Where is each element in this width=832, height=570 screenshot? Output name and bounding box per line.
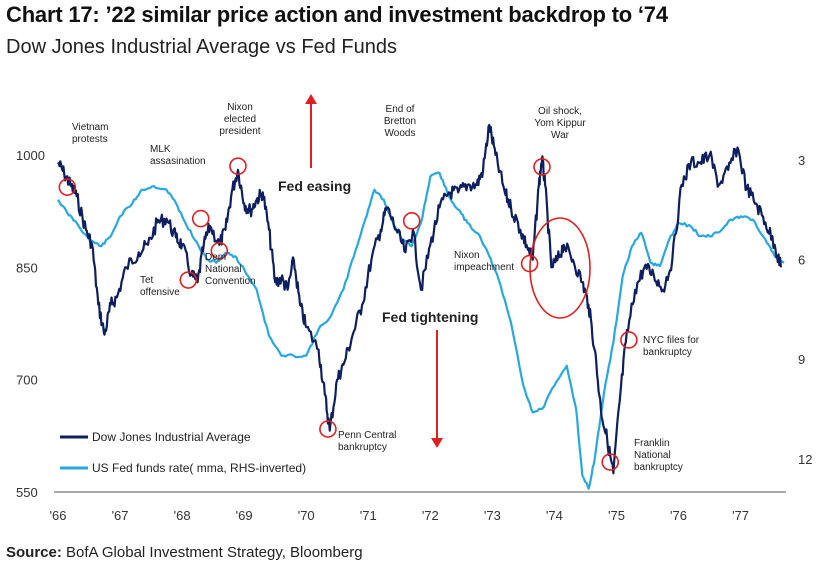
- legend-dow-label: Dow Jones Industrial Average: [92, 430, 251, 444]
- event-annotation-label: War: [551, 130, 570, 141]
- x-tick-label: '66: [50, 508, 67, 523]
- event-circle: [533, 158, 551, 176]
- event-annotation-label: elected: [224, 114, 256, 125]
- legend-fed-label: US Fed funds rate( mma, RHS-inverted): [92, 461, 306, 475]
- event-annotation-label: bankruptcy: [634, 462, 683, 473]
- event-annotation-label: End of: [386, 104, 415, 115]
- dow-jones-line: [57, 123, 782, 475]
- event-annotation-label: Yom Kippur: [534, 118, 586, 129]
- event-annotation-label: assasination: [150, 156, 206, 167]
- x-tick-label: '68: [174, 508, 191, 523]
- decline-ellipse: [529, 217, 591, 319]
- event-annotation-label: Bretton: [384, 116, 416, 127]
- event-annotation-label: Nixon: [454, 250, 480, 261]
- event-circle: [620, 331, 638, 349]
- x-tick-label: '69: [236, 508, 253, 523]
- fed-tightening-label: Fed tightening: [382, 309, 478, 325]
- event-annotation-label: Vietnam: [72, 122, 109, 133]
- y-right-tick-label: 3: [798, 153, 805, 168]
- tightening-arrow-head: [431, 438, 443, 448]
- x-tick-label: '72: [422, 508, 439, 523]
- x-tick-label: '77: [732, 508, 749, 523]
- event-annotation-label: impeachment: [454, 262, 514, 273]
- event-annotation-label: NYC files for: [643, 335, 700, 346]
- event-annotation-label: National: [205, 264, 242, 275]
- source-label: Source:: [6, 544, 62, 561]
- event-annotation-label: National: [634, 450, 671, 461]
- event-annotation-label: Franklin: [634, 438, 670, 449]
- y-left-tick-label: 850: [16, 260, 38, 275]
- y-left-tick-label: 1000: [16, 148, 45, 163]
- event-circle: [179, 271, 198, 289]
- event-annotation-label: bankruptcy: [338, 442, 387, 453]
- event-annotation-label: Nixon: [227, 102, 253, 113]
- event-circle: [210, 242, 229, 260]
- x-tick-label: '71: [360, 508, 377, 523]
- event-circle: [58, 178, 77, 196]
- y-right-tick-label: 9: [798, 352, 805, 367]
- source-note: Source: BofA Global Investment Strategy,…: [6, 544, 363, 561]
- event-circle: [402, 212, 421, 230]
- y-right-tick-label: 12: [798, 452, 812, 467]
- event-annotation-label: offensive: [140, 287, 180, 298]
- x-tick-label: '73: [484, 508, 501, 523]
- y-left-tick-label: 700: [16, 373, 38, 388]
- fed-easing-label: Fed easing: [278, 178, 351, 194]
- event-annotation-label: Tet: [140, 275, 154, 286]
- y-left-tick-label: 550: [16, 485, 38, 500]
- event-annotation-label: bankruptcy: [643, 347, 692, 358]
- event-circle: [229, 157, 247, 175]
- x-tick-label: '75: [608, 508, 625, 523]
- event-annotation-label: Penn Central: [338, 430, 396, 441]
- x-tick-label: '74: [546, 508, 563, 523]
- source-text: BofA Global Investment Strategy, Bloombe…: [66, 544, 363, 561]
- y-right-tick-label: 6: [798, 252, 805, 267]
- event-circle: [319, 420, 337, 438]
- fed-funds-line: [57, 171, 785, 490]
- event-annotation-label: Convention: [205, 276, 256, 287]
- event-annotation-label: Oil shock,: [538, 106, 582, 117]
- chart-title: Chart 17: ’22 similar price action and i…: [6, 2, 668, 27]
- x-tick-label: '76: [670, 508, 687, 523]
- event-annotation-label: MLK: [150, 144, 171, 155]
- x-tick-label: '70: [298, 508, 315, 523]
- x-tick-label: '67: [112, 508, 129, 523]
- event-annotation-label: protests: [72, 134, 108, 145]
- event-annotation-label: Woods: [385, 128, 416, 139]
- chart-subtitle: Dow Jones Industrial Average vs Fed Fund…: [6, 36, 397, 58]
- event-circle: [191, 209, 210, 228]
- event-circle: [601, 453, 620, 471]
- event-annotation-label: president: [219, 126, 260, 137]
- easing-arrow-head: [305, 94, 317, 104]
- event-annotation-label: Dem: [205, 252, 226, 263]
